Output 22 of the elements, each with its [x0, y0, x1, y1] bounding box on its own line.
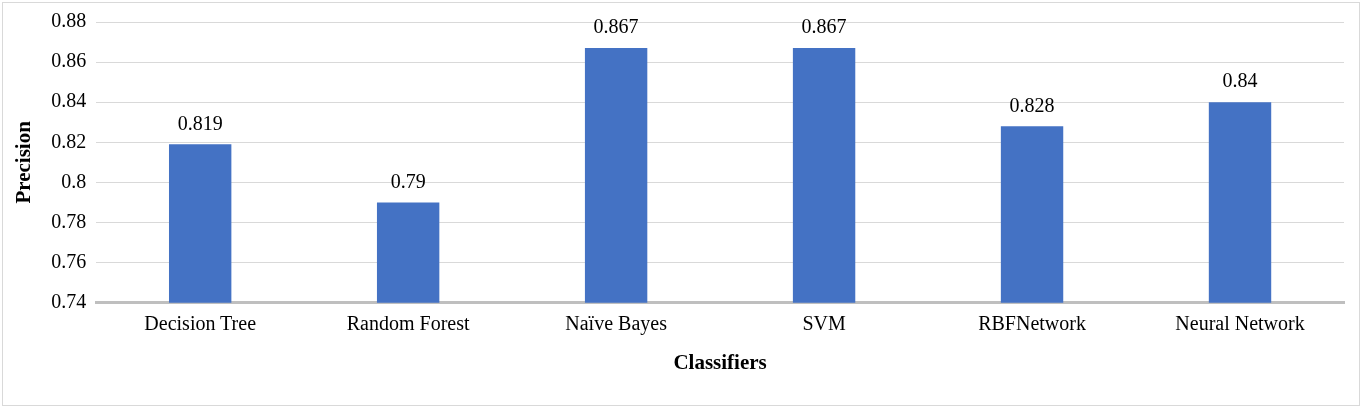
y-tick-label: 0.86 — [51, 49, 87, 72]
data-label: 0.867 — [593, 15, 639, 38]
x-axis-title: Classifiers — [673, 349, 767, 374]
y-axis-title: Precision — [11, 120, 36, 204]
x-tick-label: Neural Network — [1175, 312, 1305, 335]
x-tick-label: Decision Tree — [144, 312, 257, 335]
x-tick-label: SVM — [802, 312, 846, 335]
data-label: 0.867 — [801, 15, 847, 38]
x-tick-label: RBFNetwork — [978, 312, 1086, 335]
y-tick-label: 0.76 — [51, 249, 87, 272]
data-label: 0.79 — [390, 169, 426, 192]
y-tick-label: 0.88 — [51, 9, 87, 32]
y-tick-label: 0.78 — [51, 209, 87, 232]
x-tick-label: Random Forest — [346, 312, 470, 335]
y-tick-label: 0.82 — [51, 129, 87, 152]
y-tick-label: 0.74 — [51, 290, 87, 313]
y-tick-label: 0.8 — [61, 169, 87, 192]
data-label: 0.828 — [1009, 93, 1055, 116]
data-label: 0.84 — [1222, 69, 1258, 92]
y-tick-label: 0.84 — [51, 89, 87, 112]
data-label: 0.819 — [177, 111, 223, 134]
x-tick-label: Naïve Bayes — [565, 312, 668, 336]
